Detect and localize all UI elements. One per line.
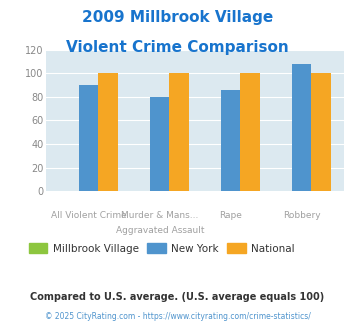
Legend: Millbrook Village, New York, National: Millbrook Village, New York, National — [24, 239, 299, 258]
Text: © 2025 CityRating.com - https://www.cityrating.com/crime-statistics/: © 2025 CityRating.com - https://www.city… — [45, 312, 310, 321]
Bar — [79, 85, 98, 191]
Text: All Violent Crime: All Violent Crime — [51, 211, 127, 220]
Bar — [292, 64, 311, 191]
Text: Robbery: Robbery — [283, 211, 321, 220]
Text: Murder & Mans...: Murder & Mans... — [121, 211, 198, 220]
Text: Aggravated Assault: Aggravated Assault — [115, 226, 204, 235]
Bar — [150, 97, 169, 191]
Bar — [169, 73, 189, 191]
Bar — [240, 73, 260, 191]
Text: 2009 Millbrook Village: 2009 Millbrook Village — [82, 10, 273, 25]
Bar — [221, 90, 240, 191]
Bar — [98, 73, 118, 191]
Text: Rape: Rape — [219, 211, 242, 220]
Bar — [311, 73, 331, 191]
Text: Compared to U.S. average. (U.S. average equals 100): Compared to U.S. average. (U.S. average … — [31, 292, 324, 302]
Text: Violent Crime Comparison: Violent Crime Comparison — [66, 40, 289, 54]
